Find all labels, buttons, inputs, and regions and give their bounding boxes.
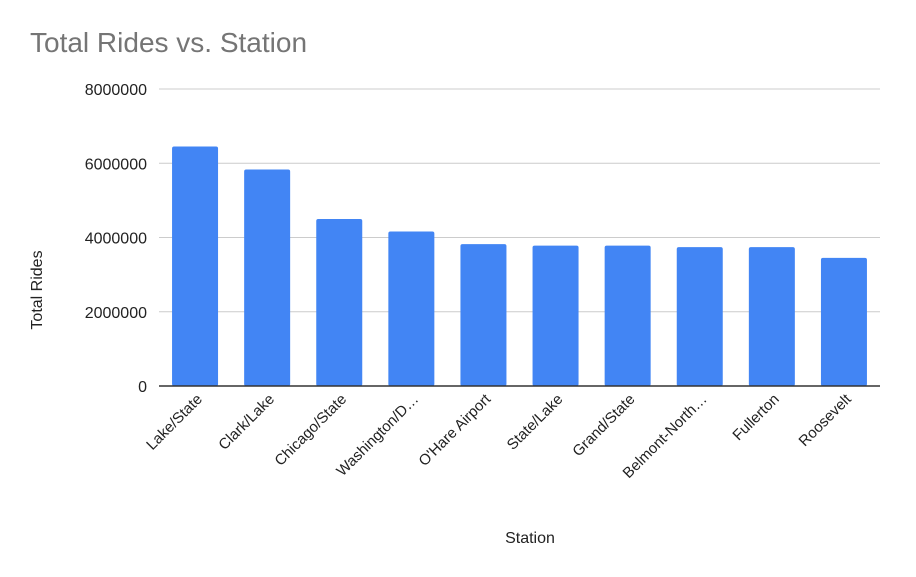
bar	[820, 257, 867, 386]
bar	[316, 218, 363, 386]
x-tick-labels: Lake/State Clark/LakeChicago/StateWashing…	[143, 390, 855, 482]
bar	[748, 247, 795, 386]
x-tick-label: O'Hare Airport	[415, 390, 494, 469]
bar	[388, 231, 435, 386]
y-tick-label: 0	[138, 379, 147, 396]
x-tick-label: Grand/State	[569, 391, 638, 460]
y-tick-label: 6000000	[85, 156, 147, 173]
x-tick-label: Clark/Lake	[215, 391, 278, 454]
y-axis-label: Total Rides	[29, 250, 46, 329]
bar	[172, 146, 219, 386]
bar	[604, 245, 651, 386]
y-tick-label: 8000000	[85, 82, 147, 99]
bar	[676, 247, 723, 386]
bar	[532, 245, 579, 386]
bar	[460, 244, 507, 386]
y-tick-labels: 0 2000000 4000000 6000000 8000000	[85, 82, 147, 396]
x-tick-label: State/Lake	[504, 391, 567, 454]
bars	[172, 146, 867, 386]
chart-title: Total Rides vs. Station	[30, 27, 308, 58]
x-tick-label: Chicago/State	[271, 391, 350, 470]
x-tick-label: Roosevelt	[796, 390, 856, 450]
x-tick-label: Fullerton	[729, 391, 782, 444]
y-tick-label: 2000000	[85, 305, 147, 322]
x-tick-label: Lake/State	[143, 391, 206, 454]
bar	[244, 169, 291, 386]
x-axis-label: Station	[505, 530, 555, 547]
y-tick-label: 4000000	[85, 231, 147, 248]
